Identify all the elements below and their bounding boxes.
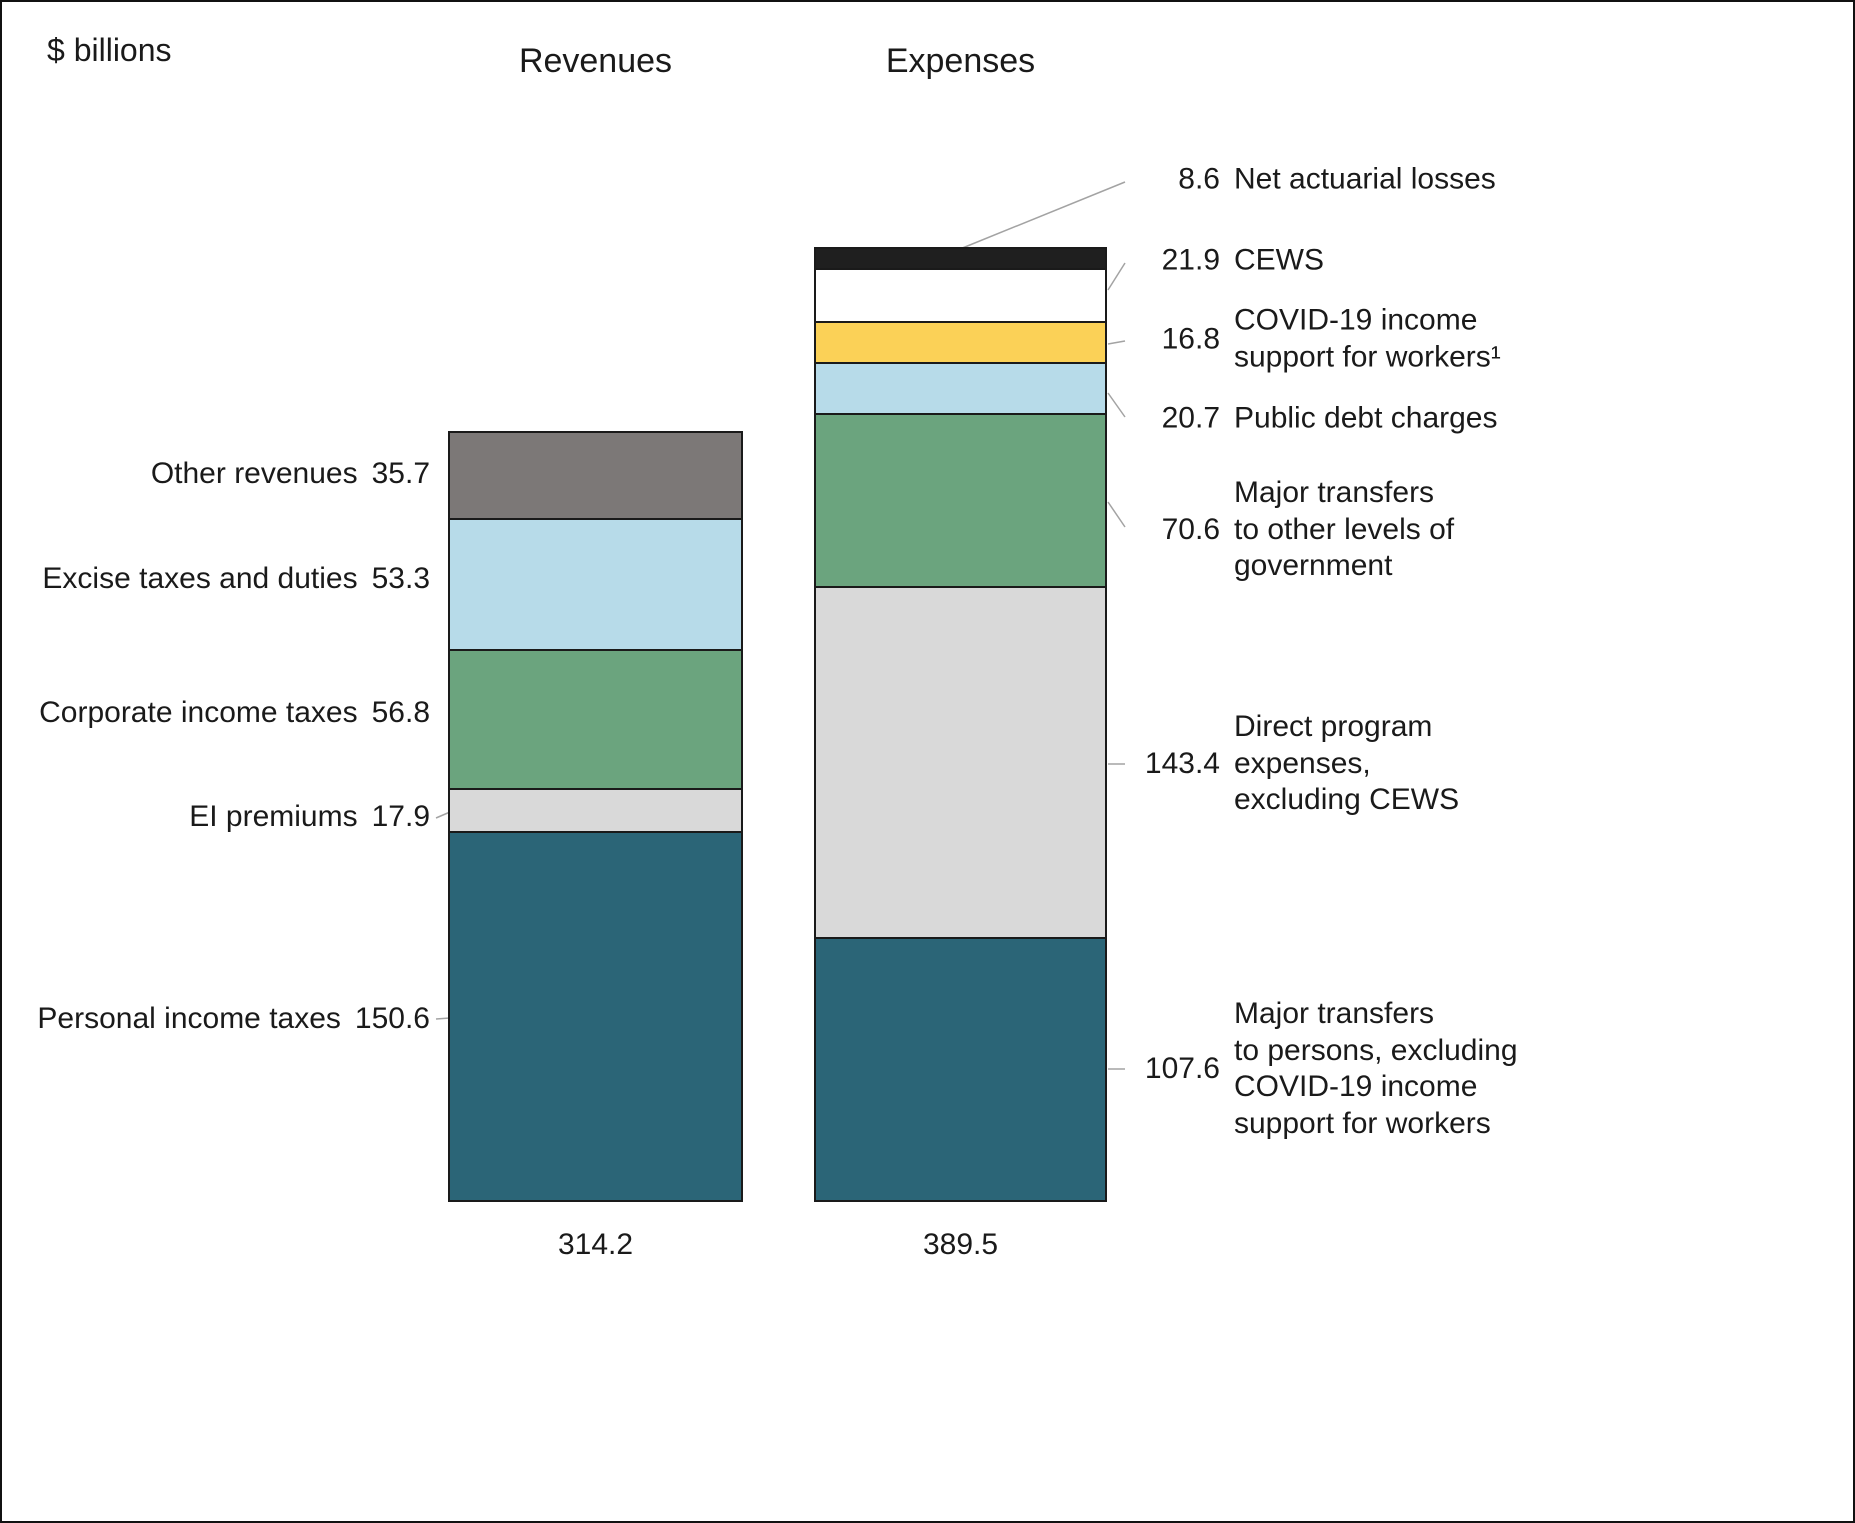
segment-cews xyxy=(814,267,1107,324)
label-public-debt-charges: 20.7 Public debt charges xyxy=(1127,401,1498,438)
label-covid-19-income: 16.8 COVID-19 income support for workers¹ xyxy=(1127,302,1501,375)
segment-major-transfers xyxy=(814,936,1107,1202)
segment-label-text: CEWS xyxy=(1234,243,1324,277)
segment-value: 70.6 xyxy=(1161,513,1220,546)
revenues-bar xyxy=(448,430,743,1202)
segment-label-text: Major transfers to persons, excluding CO… xyxy=(1234,996,1518,1140)
label-cews: 21.9 CEWS xyxy=(1127,243,1324,280)
revenues-total: 314.2 xyxy=(557,1228,634,1261)
expenses-total: 389.5 xyxy=(922,1228,999,1261)
segment-value: 35.7 xyxy=(371,457,430,490)
segment-public-debt-charges xyxy=(814,362,1107,415)
segment-label-text: Corporate income taxes xyxy=(39,696,358,729)
segment-net-actuarial-losses xyxy=(814,246,1107,270)
segment-value: 143.4 xyxy=(1144,747,1220,780)
label-excise-taxes-and-duties: Excise taxes and duties 53.3 xyxy=(42,562,430,596)
segment-value: 150.6 xyxy=(354,1002,430,1035)
segment-value: 20.7 xyxy=(1161,402,1220,435)
segment-label-text: COVID-19 income support for workers¹ xyxy=(1234,303,1501,373)
segment-value: 56.8 xyxy=(371,696,430,729)
segment-value: 8.6 xyxy=(1178,163,1220,196)
segment-value: 21.9 xyxy=(1161,244,1220,277)
segment-label-text: Other revenues xyxy=(150,457,358,490)
label-major-transfers: 70.6 Major transfers to other levels of g… xyxy=(1127,475,1455,585)
expenses-column-header: Expenses xyxy=(885,42,1036,80)
segment-value: 53.3 xyxy=(371,562,430,595)
segment-corporate-income-taxes xyxy=(448,648,743,790)
segment-excise-taxes-and-duties xyxy=(448,518,743,651)
expenses-bar xyxy=(814,246,1107,1202)
segment-label-text: Direct program expenses, excluding CEWS xyxy=(1234,710,1460,817)
revenues-column-header: Revenues xyxy=(518,42,673,80)
segment-direct-program xyxy=(814,585,1107,939)
segment-label-text: Net actuarial losses xyxy=(1234,162,1496,196)
unit-label: $ billions xyxy=(47,32,172,68)
segment-label-text: Personal income taxes xyxy=(37,1002,341,1035)
label-net-actuarial-losses: 8.6 Net actuarial losses xyxy=(1127,162,1496,199)
segment-value: 107.6 xyxy=(1144,1052,1220,1085)
segment-value: 17.9 xyxy=(371,800,430,833)
segment-covid-19-income xyxy=(814,321,1107,365)
label-direct-program: 143.4 Direct program expenses, excluding … xyxy=(1127,709,1459,819)
label-other-revenues: Other revenues 35.7 xyxy=(151,457,430,491)
label-corporate-income-taxes: Corporate income taxes 56.8 xyxy=(39,696,430,730)
segment-label-text: Major transfers to other levels of gover… xyxy=(1234,476,1455,583)
segment-value: 16.8 xyxy=(1161,322,1220,355)
segment-personal-income-taxes xyxy=(448,831,743,1202)
label-ei-premiums: EI premiums 17.9 xyxy=(189,800,430,834)
label-personal-income-taxes: Personal income taxes 150.6 xyxy=(37,1002,430,1036)
segment-major-transfers xyxy=(814,413,1107,588)
segment-label-text: Public debt charges xyxy=(1234,401,1498,435)
segment-ei-premiums xyxy=(448,787,743,834)
segment-other-revenues xyxy=(448,430,743,521)
label-major-transfers: 107.6 Major transfers to persons, excludi… xyxy=(1127,996,1518,1142)
segment-label-text: EI premiums xyxy=(189,800,358,833)
segment-label-text: Excise taxes and duties xyxy=(42,562,358,595)
